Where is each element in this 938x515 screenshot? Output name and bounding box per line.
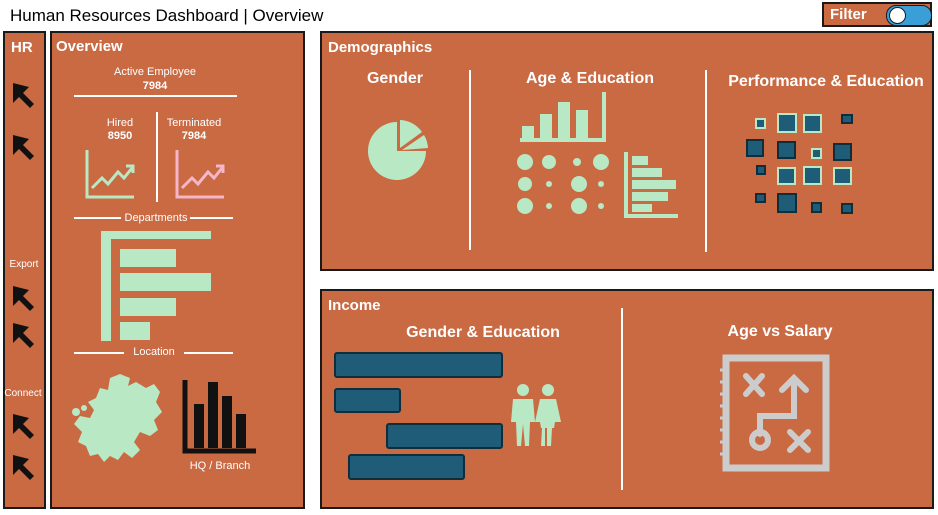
hq-branch-label: HQ / Branch: [189, 460, 251, 472]
gender-education-label: Gender & Education: [406, 324, 560, 341]
filter-control[interactable]: Filter: [822, 2, 932, 27]
divider: [190, 217, 233, 219]
terminated-label: Terminated: [166, 117, 222, 129]
department-bar: [120, 298, 176, 316]
income-bar: [348, 454, 465, 480]
nav-home-cursor-icon[interactable]: [10, 80, 40, 110]
divider: [74, 95, 237, 97]
hired-label: Hired: [106, 117, 134, 129]
divider: [469, 70, 471, 250]
income-bar: [386, 423, 503, 449]
overview-title: Overview: [56, 38, 123, 55]
filter-toggle[interactable]: [886, 5, 932, 26]
nav-title: HR: [11, 39, 33, 56]
europe-map-icon: [72, 374, 162, 462]
gender-label: Gender: [366, 70, 423, 87]
age-education-label: Age & Education: [525, 70, 654, 87]
departments-label: Departments: [124, 212, 188, 224]
performance-heatmap-icon: [746, 113, 853, 214]
nav-export-label: Export: [9, 259, 39, 270]
department-bar: [120, 249, 176, 267]
divider: [156, 112, 158, 202]
nav-connect2-cursor-icon[interactable]: [10, 452, 40, 482]
hq-branch-chart-icon: [182, 380, 256, 454]
age-bar-chart-icon: [520, 92, 606, 142]
nav-connect-cursor-icon[interactable]: [10, 411, 40, 441]
gender-pie-icon: [368, 120, 428, 180]
department-bar: [120, 273, 211, 291]
department-bar: [120, 322, 150, 340]
toggle-knob: [889, 7, 906, 24]
income-bar: [334, 388, 401, 413]
divider: [705, 70, 707, 252]
income-bar: [334, 352, 503, 378]
active-employee-label: Active Employee: [114, 66, 196, 78]
nav-connect-label: Connect: [4, 388, 42, 399]
divider: [621, 308, 623, 490]
nav-export-cursor-icon[interactable]: [10, 283, 40, 313]
strategy-board-icon: [720, 354, 830, 472]
page-title: Human Resources Dashboard | Overview: [10, 6, 324, 25]
income-title: Income: [328, 297, 381, 314]
age-salary-label: Age vs Salary: [727, 323, 833, 340]
education-dot-chart-icon: [517, 154, 609, 214]
people-couple-icon: [511, 384, 561, 446]
terminated-value: 7984: [181, 130, 207, 142]
nav-export2-cursor-icon[interactable]: [10, 320, 40, 350]
performance-education-label: Performance & Education: [728, 73, 924, 90]
divider: [74, 352, 124, 354]
terminated-trend-icon: [175, 150, 225, 199]
departments-axis: [101, 231, 111, 341]
nav-overview-cursor-icon[interactable]: [10, 132, 40, 162]
hired-value: 8950: [107, 130, 133, 142]
filter-label: Filter: [830, 6, 867, 23]
active-employee-value: 7984: [142, 80, 168, 92]
hired-trend-icon: [85, 150, 135, 199]
divider: [74, 217, 121, 219]
location-label: Location: [133, 346, 175, 358]
education-hbar-icon: [624, 152, 678, 218]
demographics-title: Demographics: [328, 39, 433, 56]
divider: [184, 352, 233, 354]
departments-axis-top: [101, 231, 211, 239]
